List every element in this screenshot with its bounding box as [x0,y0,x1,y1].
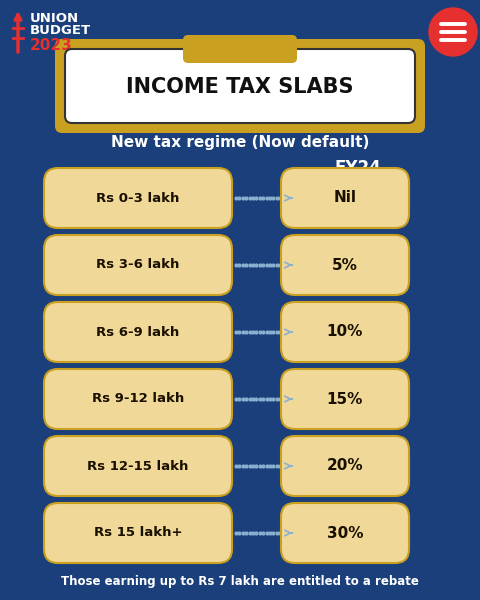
Text: Rs 0-3 lakh: Rs 0-3 lakh [96,191,180,205]
FancyBboxPatch shape [281,235,409,295]
Text: Nil: Nil [334,191,357,205]
Text: BUDGET: BUDGET [30,24,91,37]
Text: INCOME TAX SLABS: INCOME TAX SLABS [126,77,354,97]
Text: Rs 15 lakh+: Rs 15 lakh+ [94,527,182,539]
FancyBboxPatch shape [44,168,232,228]
FancyBboxPatch shape [44,503,232,563]
Text: Rs 9-12 lakh: Rs 9-12 lakh [92,392,184,406]
FancyBboxPatch shape [44,235,232,295]
FancyBboxPatch shape [183,35,297,63]
Text: Rs 3-6 lakh: Rs 3-6 lakh [96,259,180,271]
Text: FY24: FY24 [335,159,382,177]
FancyBboxPatch shape [65,49,415,123]
Text: Those earning up to Rs 7 lakh are entitled to a rebate: Those earning up to Rs 7 lakh are entitl… [61,575,419,589]
Text: New tax regime (Now default): New tax regime (Now default) [111,134,369,149]
FancyBboxPatch shape [44,302,232,362]
Text: 30%: 30% [327,526,363,541]
Text: 5%: 5% [332,257,358,272]
Text: 2023: 2023 [30,38,73,53]
FancyBboxPatch shape [44,436,232,496]
Text: Rs 12-15 lakh: Rs 12-15 lakh [87,460,189,473]
FancyBboxPatch shape [281,436,409,496]
Text: 10%: 10% [327,325,363,340]
Text: UNION: UNION [30,12,79,25]
FancyBboxPatch shape [281,302,409,362]
FancyBboxPatch shape [281,168,409,228]
Text: Rs 6-9 lakh: Rs 6-9 lakh [96,325,180,338]
Text: 20%: 20% [327,458,363,473]
FancyBboxPatch shape [55,39,425,133]
Text: 15%: 15% [327,391,363,407]
Circle shape [429,8,477,56]
FancyBboxPatch shape [44,369,232,429]
FancyBboxPatch shape [281,503,409,563]
FancyBboxPatch shape [281,369,409,429]
